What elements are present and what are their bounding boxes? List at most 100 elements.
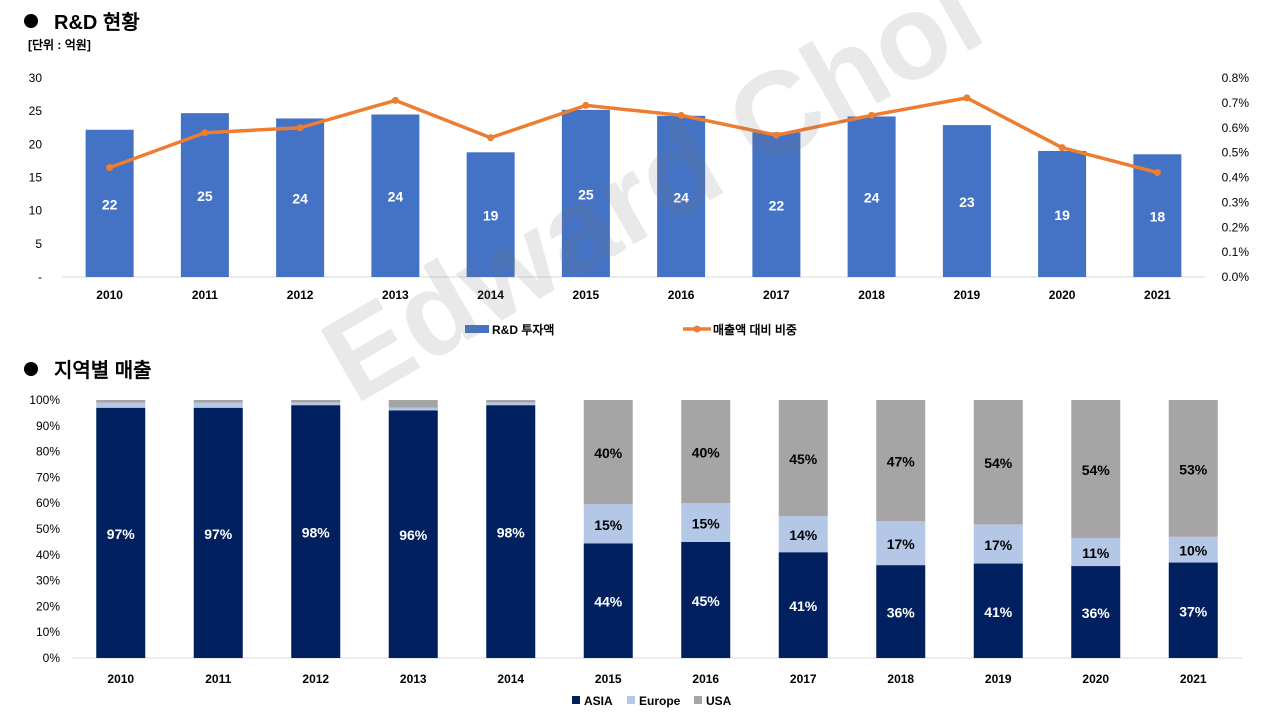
y-right-tick-label: 0.2% <box>1222 220 1250 234</box>
rd-bar <box>85 129 134 277</box>
region-title-text: 지역별 매출 <box>54 360 152 382</box>
y-left-tick-label: 15 <box>29 171 43 185</box>
rd-bar <box>371 114 420 277</box>
y-tick-label: 80% <box>36 445 60 459</box>
x-tick-label: 2010 <box>96 288 123 302</box>
stack-segment-usa <box>973 400 1023 525</box>
y-right-tick-label: 0.0% <box>1222 270 1250 284</box>
stack-label-asia: 96% <box>399 527 428 543</box>
rd-bar <box>942 125 991 277</box>
rd-section-title: R&D 현황 <box>24 6 140 35</box>
x-tick-label: 2013 <box>382 288 409 302</box>
y-tick-label: 10% <box>36 625 60 639</box>
y-right-tick-label: 0.1% <box>1222 245 1250 259</box>
ratio-point <box>487 134 495 142</box>
y-tick-label: 50% <box>36 522 60 536</box>
stack-segment-usa <box>876 400 926 522</box>
legend-bar-swatch <box>465 325 489 333</box>
y-right-tick-label: 0.3% <box>1222 195 1250 209</box>
stack-segment-asia <box>1168 562 1218 658</box>
unit-label: [단위 : 억원] <box>28 38 91 52</box>
legend-label-asia: ASIA <box>584 694 613 708</box>
x-tick-label: 2014 <box>497 672 524 686</box>
stack-segment-usa <box>193 400 243 403</box>
legend-bar-label: R&D 투자액 <box>492 322 554 337</box>
rd-bar <box>657 115 706 277</box>
legend-line-label: 매출액 대비 비중 <box>713 322 797 337</box>
y-right-tick-label: 0.6% <box>1222 121 1250 135</box>
x-tick-label: 2020 <box>1049 288 1076 302</box>
y-tick-label: 100% <box>29 393 60 407</box>
stack-label-europe: 15% <box>692 516 721 532</box>
stack-segment-europe <box>973 524 1023 564</box>
rd-bar <box>466 152 515 277</box>
ratio-point <box>296 124 304 132</box>
stack-segment-usa <box>96 400 146 403</box>
legend-swatch-usa <box>694 696 702 704</box>
stack-segment-europe <box>583 504 633 544</box>
y-tick-label: 90% <box>36 419 60 433</box>
x-tick-label: 2018 <box>858 288 885 302</box>
stack-segment-asia <box>681 541 731 658</box>
stack-segment-asia <box>486 405 536 658</box>
stack-label-asia: 41% <box>984 604 1013 620</box>
rd-bar <box>1038 150 1087 277</box>
y-left-tick-label: 30 <box>29 71 43 85</box>
stack-label-asia: 98% <box>302 525 331 541</box>
stack-label-europe: 14% <box>789 527 818 543</box>
y-tick-label: 0% <box>43 651 61 665</box>
rd-bar-label: 19 <box>483 208 499 224</box>
x-tick-label: 2015 <box>595 672 622 686</box>
stack-label-usa: 40% <box>594 445 623 461</box>
ratio-line <box>109 96 1158 175</box>
stack-label-europe: 15% <box>594 517 623 533</box>
bullet-icon <box>24 13 38 28</box>
stack-label-usa: 47% <box>887 454 916 470</box>
stack-segment-usa <box>778 400 828 517</box>
region-section-title: 지역별 매출 <box>24 354 152 383</box>
stack-label-asia: 97% <box>204 526 233 542</box>
stack-segment-asia <box>291 405 341 658</box>
x-tick-label: 2019 <box>985 672 1012 686</box>
rd-bar-label: 24 <box>388 189 404 205</box>
stack-segment-usa <box>291 400 341 403</box>
stack-segment-asia <box>876 565 926 658</box>
stack-label-asia: 36% <box>887 605 916 621</box>
x-tick-label: 2010 <box>107 672 134 686</box>
rd-title-text: R&D 현황 <box>54 12 140 34</box>
x-tick-label: 2020 <box>1082 672 1109 686</box>
rd-bar <box>561 109 610 277</box>
stack-segment-usa <box>388 400 438 408</box>
stack-segment-europe <box>388 407 438 411</box>
stack-label-asia: 97% <box>107 526 136 542</box>
x-tick-label: 2021 <box>1180 672 1207 686</box>
rd-bar-label: 24 <box>292 191 308 207</box>
rd-bar-label: 18 <box>1150 209 1166 225</box>
stack-segment-usa <box>583 400 633 505</box>
ratio-point <box>1058 144 1066 152</box>
stack-label-asia: 41% <box>789 598 818 614</box>
stack-segment-asia <box>1071 566 1121 658</box>
rd-bar <box>276 118 325 277</box>
rd-bar-label: 22 <box>769 198 785 214</box>
stack-label-asia: 37% <box>1179 603 1208 619</box>
stack-segment-asia <box>973 563 1023 658</box>
legend-label-usa: USA <box>706 694 732 708</box>
x-tick-label: 2014 <box>477 288 504 302</box>
rd-bar-label: 24 <box>864 190 880 206</box>
rd-bar-label: 25 <box>197 188 213 204</box>
ratio-point <box>582 101 590 109</box>
x-tick-label: 2013 <box>400 672 427 686</box>
y-right-tick-label: 0.4% <box>1222 171 1250 185</box>
y-tick-label: 20% <box>36 599 60 613</box>
stack-label-europe: 11% <box>1082 545 1110 561</box>
stack-label-europe: 17% <box>984 537 1013 553</box>
rd-bar <box>180 113 229 277</box>
ratio-point <box>106 164 114 172</box>
ratio-point <box>201 129 209 137</box>
y-left-tick-label: - <box>38 270 42 284</box>
stack-label-europe: 10% <box>1179 543 1208 559</box>
stack-label-usa: 54% <box>984 455 1013 471</box>
x-tick-label: 2012 <box>302 672 329 686</box>
rd-bar-label: 25 <box>578 186 594 202</box>
